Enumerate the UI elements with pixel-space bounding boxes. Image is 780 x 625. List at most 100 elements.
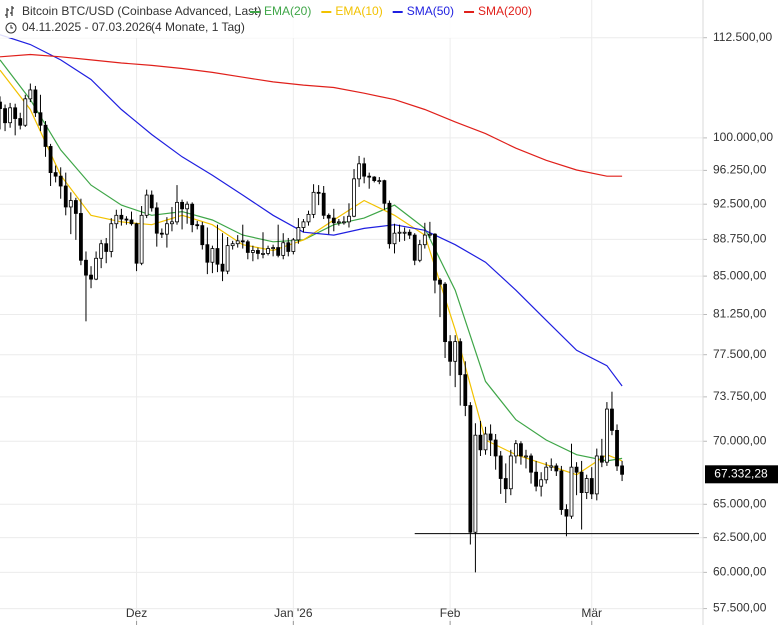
y-tick-label: 73.750,00 [713,389,767,403]
last-price-tag [705,465,778,484]
candle-body [0,101,2,110]
candle-body [377,180,382,183]
grid [0,0,707,625]
candle-body [296,227,301,241]
x-tick-label: Mär [581,606,602,620]
candle-body [89,274,93,280]
y-tick-label: 81.250,00 [713,307,767,321]
legend-label: SMA(50) [407,4,454,18]
candle-body [468,405,473,533]
candle-body [488,433,493,441]
span: (4 Monate, 1 Tag) [151,20,245,34]
candle-body [185,203,190,210]
candle-body [195,224,200,227]
candle-body [438,279,442,285]
candle-body [271,247,276,249]
candle-body [230,243,235,247]
header: Bitcoin BTC/USD (Coinbase Advanced, Last… [0,0,560,38]
candle-body [190,203,195,226]
candle-body [291,239,296,252]
plot [0,34,699,573]
candle-body [427,233,432,236]
candle-body [397,231,402,234]
candle-body [483,433,488,451]
candle-body [534,471,539,487]
candle-body [448,341,453,362]
candle-body [347,215,351,223]
candle-body [261,253,265,255]
chart-icon [5,6,14,18]
last-price-label: 67.332,28 [714,466,768,480]
candle-body [503,478,508,490]
x-tick-label: Jan '26 [274,606,313,620]
candle-body [311,191,316,215]
candle-body [43,124,48,147]
candle-body [539,479,544,487]
candle-body [281,242,286,256]
y-tick-label: 70.000,00 [713,433,767,447]
candle-body [99,243,104,259]
candle-body [549,465,554,468]
y-tick-label: 88.750,00 [713,232,767,246]
candle-body [579,471,584,493]
candle-body [149,194,154,209]
y-tick-label: 96.250,00 [713,163,767,177]
candle-body [240,240,245,243]
candle-body [584,478,589,493]
candle-body [119,214,124,220]
candle-body [519,443,523,457]
candle-body [574,466,579,473]
candle-body [367,175,372,178]
candle-body [589,478,594,495]
chart-title: Bitcoin BTC/USD (Coinbase Advanced, Last… [22,4,261,18]
candle-body [33,89,38,114]
ma-line [0,59,623,462]
candle-body [114,214,119,225]
candle-body [286,242,291,252]
candle-body [352,178,356,217]
candle-body [392,232,397,245]
candle-body [316,191,321,194]
candle-body [569,466,574,517]
candle-body [599,455,604,463]
candle-body [205,244,210,263]
candle-body [134,223,139,264]
candle-body [63,185,68,208]
candle-body [473,434,478,533]
candle-body [23,98,28,126]
candle-body [544,466,549,481]
candle-body [382,180,387,204]
candle-body [407,231,412,236]
candle-body [326,214,331,219]
candle-body [417,244,422,261]
candle-body [564,509,569,517]
candle-body [357,163,361,180]
date-range: 04.11.2025 - 07.03.2026 [22,20,152,34]
candle-body [620,465,624,475]
candle-body [175,201,179,223]
ma-line [0,34,623,387]
candle-body [139,214,144,264]
y-tick-label: 77.500,00 [713,347,767,361]
candle-body [220,263,225,272]
candle-body [124,218,129,221]
candle-body [498,455,503,479]
candle-body [508,455,513,490]
candle-body [266,248,270,254]
candle-body [144,194,149,216]
candle-body [200,225,205,246]
candle-body [342,221,346,224]
candle-body [276,247,281,256]
candle-body [109,223,114,252]
candle-body [256,250,260,254]
candle-body [79,213,83,261]
candle-body [68,200,73,208]
y-tick-label: 62.500,00 [713,530,767,544]
candle-body [73,200,78,214]
candle-body [104,243,109,252]
candle-body [129,219,134,225]
y-tick-label: 57.500,00 [713,601,767,615]
x-tick-label: Feb [440,606,461,620]
